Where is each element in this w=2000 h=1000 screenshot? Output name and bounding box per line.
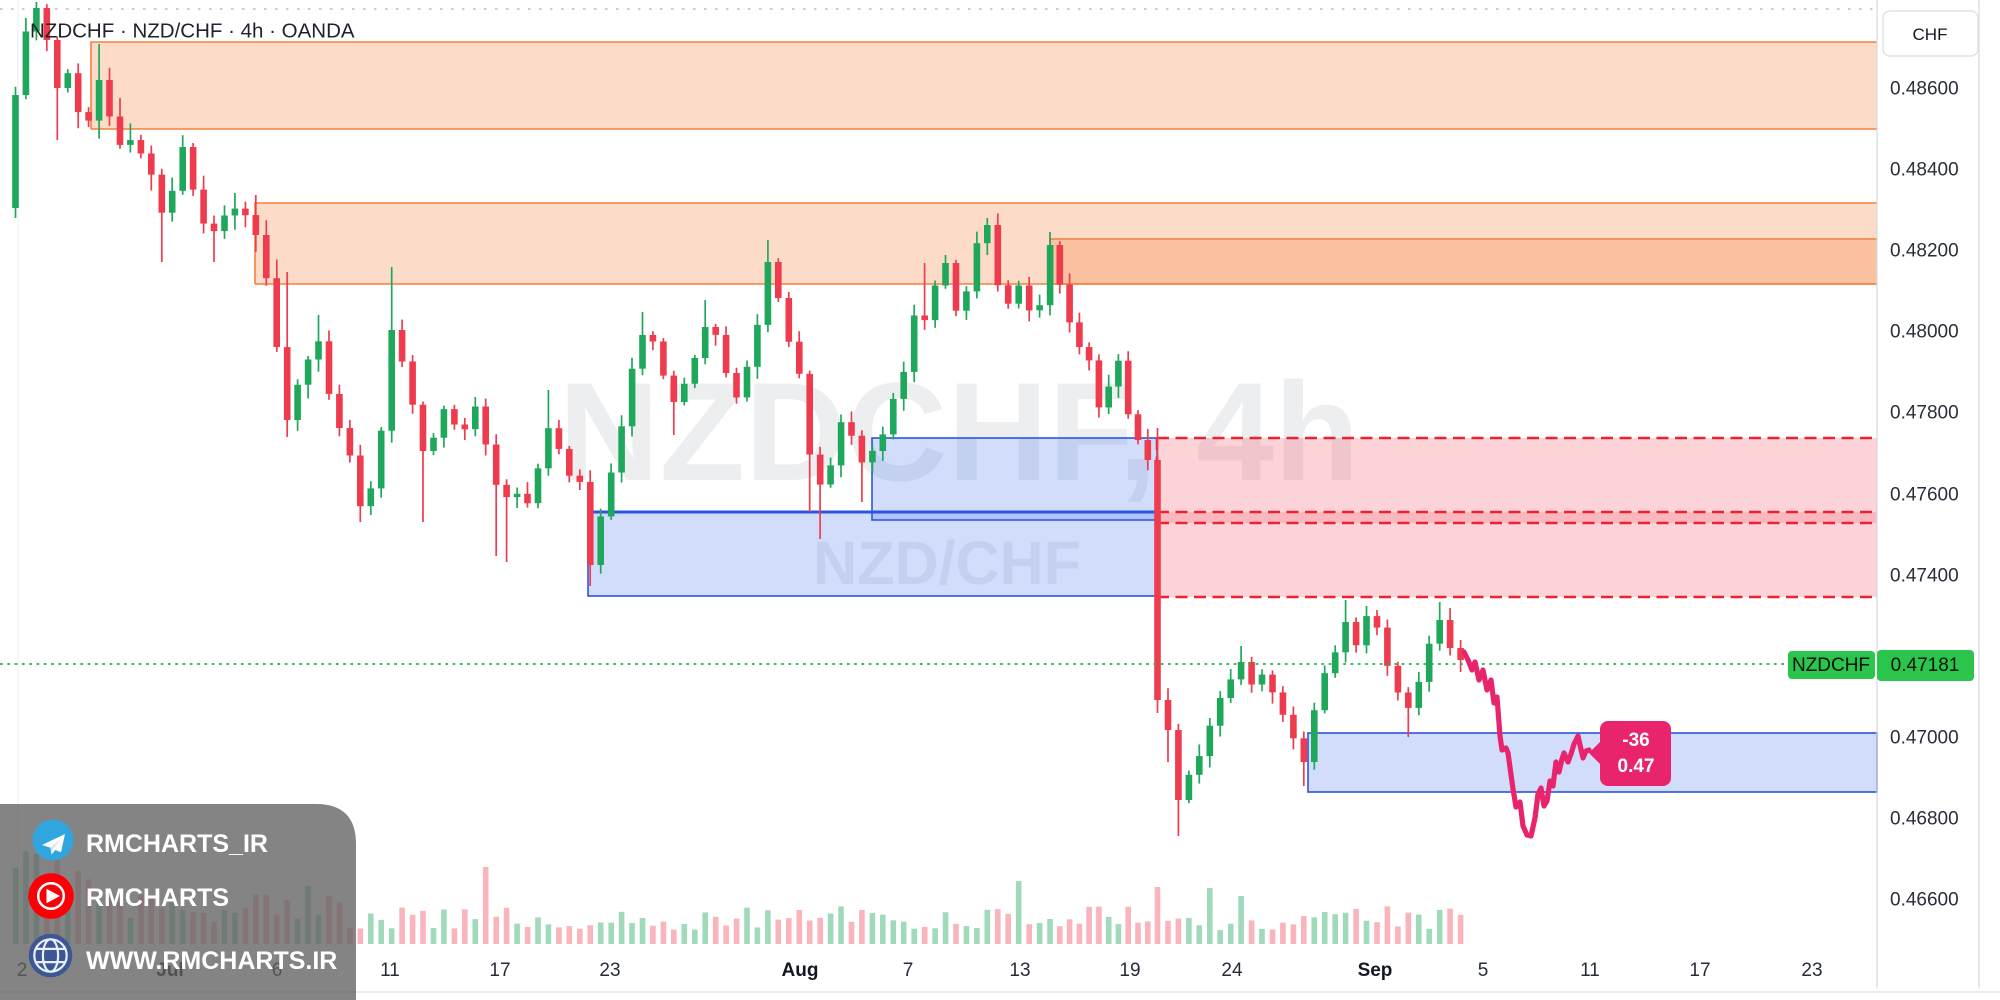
svg-text:23: 23 (1801, 960, 1822, 981)
svg-text:0.48000: 0.48000 (1890, 322, 1959, 343)
svg-text:0.48600: 0.48600 (1890, 79, 1959, 100)
svg-text:13: 13 (1009, 960, 1030, 981)
svg-text:0.47000: 0.47000 (1890, 728, 1959, 749)
svg-text:0.48400: 0.48400 (1890, 160, 1959, 181)
svg-text:Aug: Aug (782, 960, 819, 981)
svg-text:0.47: 0.47 (1618, 756, 1655, 777)
svg-text:24: 24 (1221, 960, 1243, 981)
svg-text:Sep: Sep (1358, 960, 1393, 981)
svg-text:17: 17 (1689, 960, 1710, 981)
svg-text:0.48200: 0.48200 (1890, 241, 1959, 262)
svg-text:0.46800: 0.46800 (1890, 809, 1959, 830)
svg-text:0.46600: 0.46600 (1890, 890, 1959, 911)
svg-text:WWW.RMCHARTS.IR: WWW.RMCHARTS.IR (86, 947, 337, 975)
svg-text:0.47181: 0.47181 (1891, 655, 1960, 676)
svg-text:0.47600: 0.47600 (1890, 485, 1959, 506)
svg-text:11: 11 (1580, 960, 1600, 981)
svg-text:NZDCHF: NZDCHF (1792, 655, 1870, 676)
svg-text:-36: -36 (1622, 730, 1649, 751)
svg-text:17: 17 (489, 960, 510, 981)
svg-text:0.47400: 0.47400 (1890, 566, 1959, 587)
svg-text:5: 5 (1478, 960, 1489, 981)
svg-text:NZD/CHF: NZD/CHF (813, 529, 1081, 597)
svg-text:0.47800: 0.47800 (1890, 403, 1959, 424)
svg-text:19: 19 (1119, 960, 1140, 981)
svg-text:11: 11 (380, 960, 400, 981)
svg-text:RMCHARTS_IR: RMCHARTS_IR (86, 830, 268, 858)
svg-text:23: 23 (599, 960, 620, 981)
svg-text:CHF: CHF (1913, 25, 1948, 44)
svg-text:RMCHARTS: RMCHARTS (86, 884, 229, 912)
svg-text:7: 7 (903, 960, 914, 981)
svg-text:NZDCHF · NZD/CHF · 4h · OANDA: NZDCHF · NZD/CHF · 4h · OANDA (30, 20, 355, 43)
